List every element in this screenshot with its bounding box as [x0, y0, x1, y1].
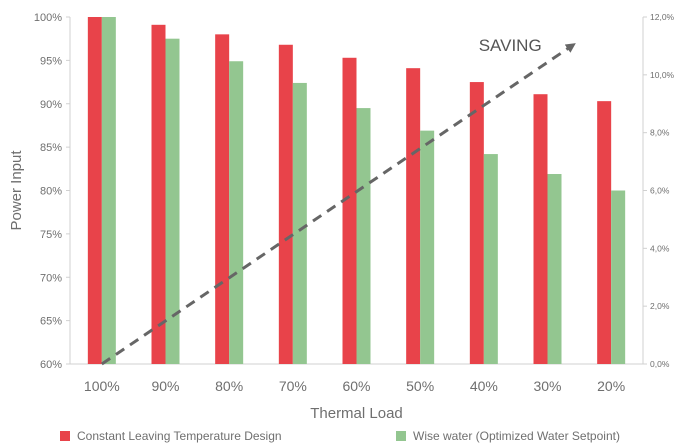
- bar-wise-0: [101, 17, 116, 364]
- legend: Constant Leaving Temperature Design Wise …: [60, 429, 620, 443]
- bar-wise-2: [229, 61, 244, 365]
- y-tick-label: 65%: [40, 316, 62, 328]
- y2-tick-label: 2,0%: [650, 301, 670, 311]
- bars: [87, 17, 626, 365]
- bar-constant-7: [533, 94, 548, 365]
- bar-constant-4: [342, 57, 357, 365]
- y-tick-label: 95%: [40, 55, 62, 67]
- x-tick-label: 20%: [597, 378, 625, 394]
- legend-swatch-1: [396, 431, 406, 441]
- trend-line: [100, 43, 576, 366]
- x-tick-label: 50%: [406, 378, 434, 394]
- bar-constant-2: [215, 34, 230, 364]
- bar-wise-1: [165, 38, 180, 364]
- y-tick-label: 60%: [40, 359, 62, 371]
- bar-constant-1: [151, 24, 166, 365]
- trend-arrow: SAVING: [100, 36, 576, 366]
- bar-constant-6: [469, 82, 484, 364]
- legend-label-1: Wise water (Optimized Water Setpoint): [413, 429, 620, 443]
- bar-wise-4: [356, 108, 371, 365]
- y-tick-label: 70%: [40, 272, 62, 284]
- bar-constant-5: [406, 68, 421, 365]
- y2-tick-label: 6,0%: [650, 186, 670, 196]
- x-tick-label: 30%: [533, 378, 561, 394]
- y2-tick-label: 0,0%: [650, 359, 670, 369]
- bar-constant-0: [87, 17, 102, 364]
- y-tick-label: 90%: [40, 99, 62, 111]
- y-tick-label: 75%: [40, 229, 62, 241]
- bar-wise-6: [483, 154, 498, 364]
- axes: 60% 65% 70% 75% 80% 85% 90% 95% 100% 0,0% 2,0% 4,0%…: [8, 12, 675, 422]
- x-axis-title: Thermal Load: [310, 405, 403, 422]
- bar-wise-8: [611, 190, 626, 364]
- bar-wise-3: [292, 82, 307, 365]
- bar-constant-3: [278, 44, 293, 364]
- y-tick-label: 100%: [34, 12, 62, 24]
- bar-wise-7: [547, 174, 562, 364]
- legend-swatch-0: [60, 431, 70, 441]
- y2-tick-label: 4,0%: [650, 243, 670, 253]
- x-tick-label: 90%: [151, 378, 179, 394]
- bar-constant-8: [597, 101, 612, 365]
- y-axis-title: Power Input: [8, 150, 25, 231]
- x-tick-label: 80%: [215, 378, 243, 394]
- y2-tick-label: 10,0%: [650, 70, 675, 80]
- trend-label: SAVING: [479, 36, 542, 55]
- y2-tick-label: 8,0%: [650, 128, 670, 138]
- bar-wise-5: [420, 130, 435, 364]
- x-tick-label: 100%: [84, 378, 120, 394]
- x-tick-label: 70%: [279, 378, 307, 394]
- y-tick-label: 85%: [40, 142, 62, 154]
- y2-tick-label: 12,0%: [650, 12, 675, 22]
- x-tick-label: 60%: [342, 378, 370, 394]
- x-tick-label: 40%: [470, 378, 498, 394]
- legend-label-0: Constant Leaving Temperature Design: [77, 429, 282, 443]
- y-tick-label: 80%: [40, 186, 62, 198]
